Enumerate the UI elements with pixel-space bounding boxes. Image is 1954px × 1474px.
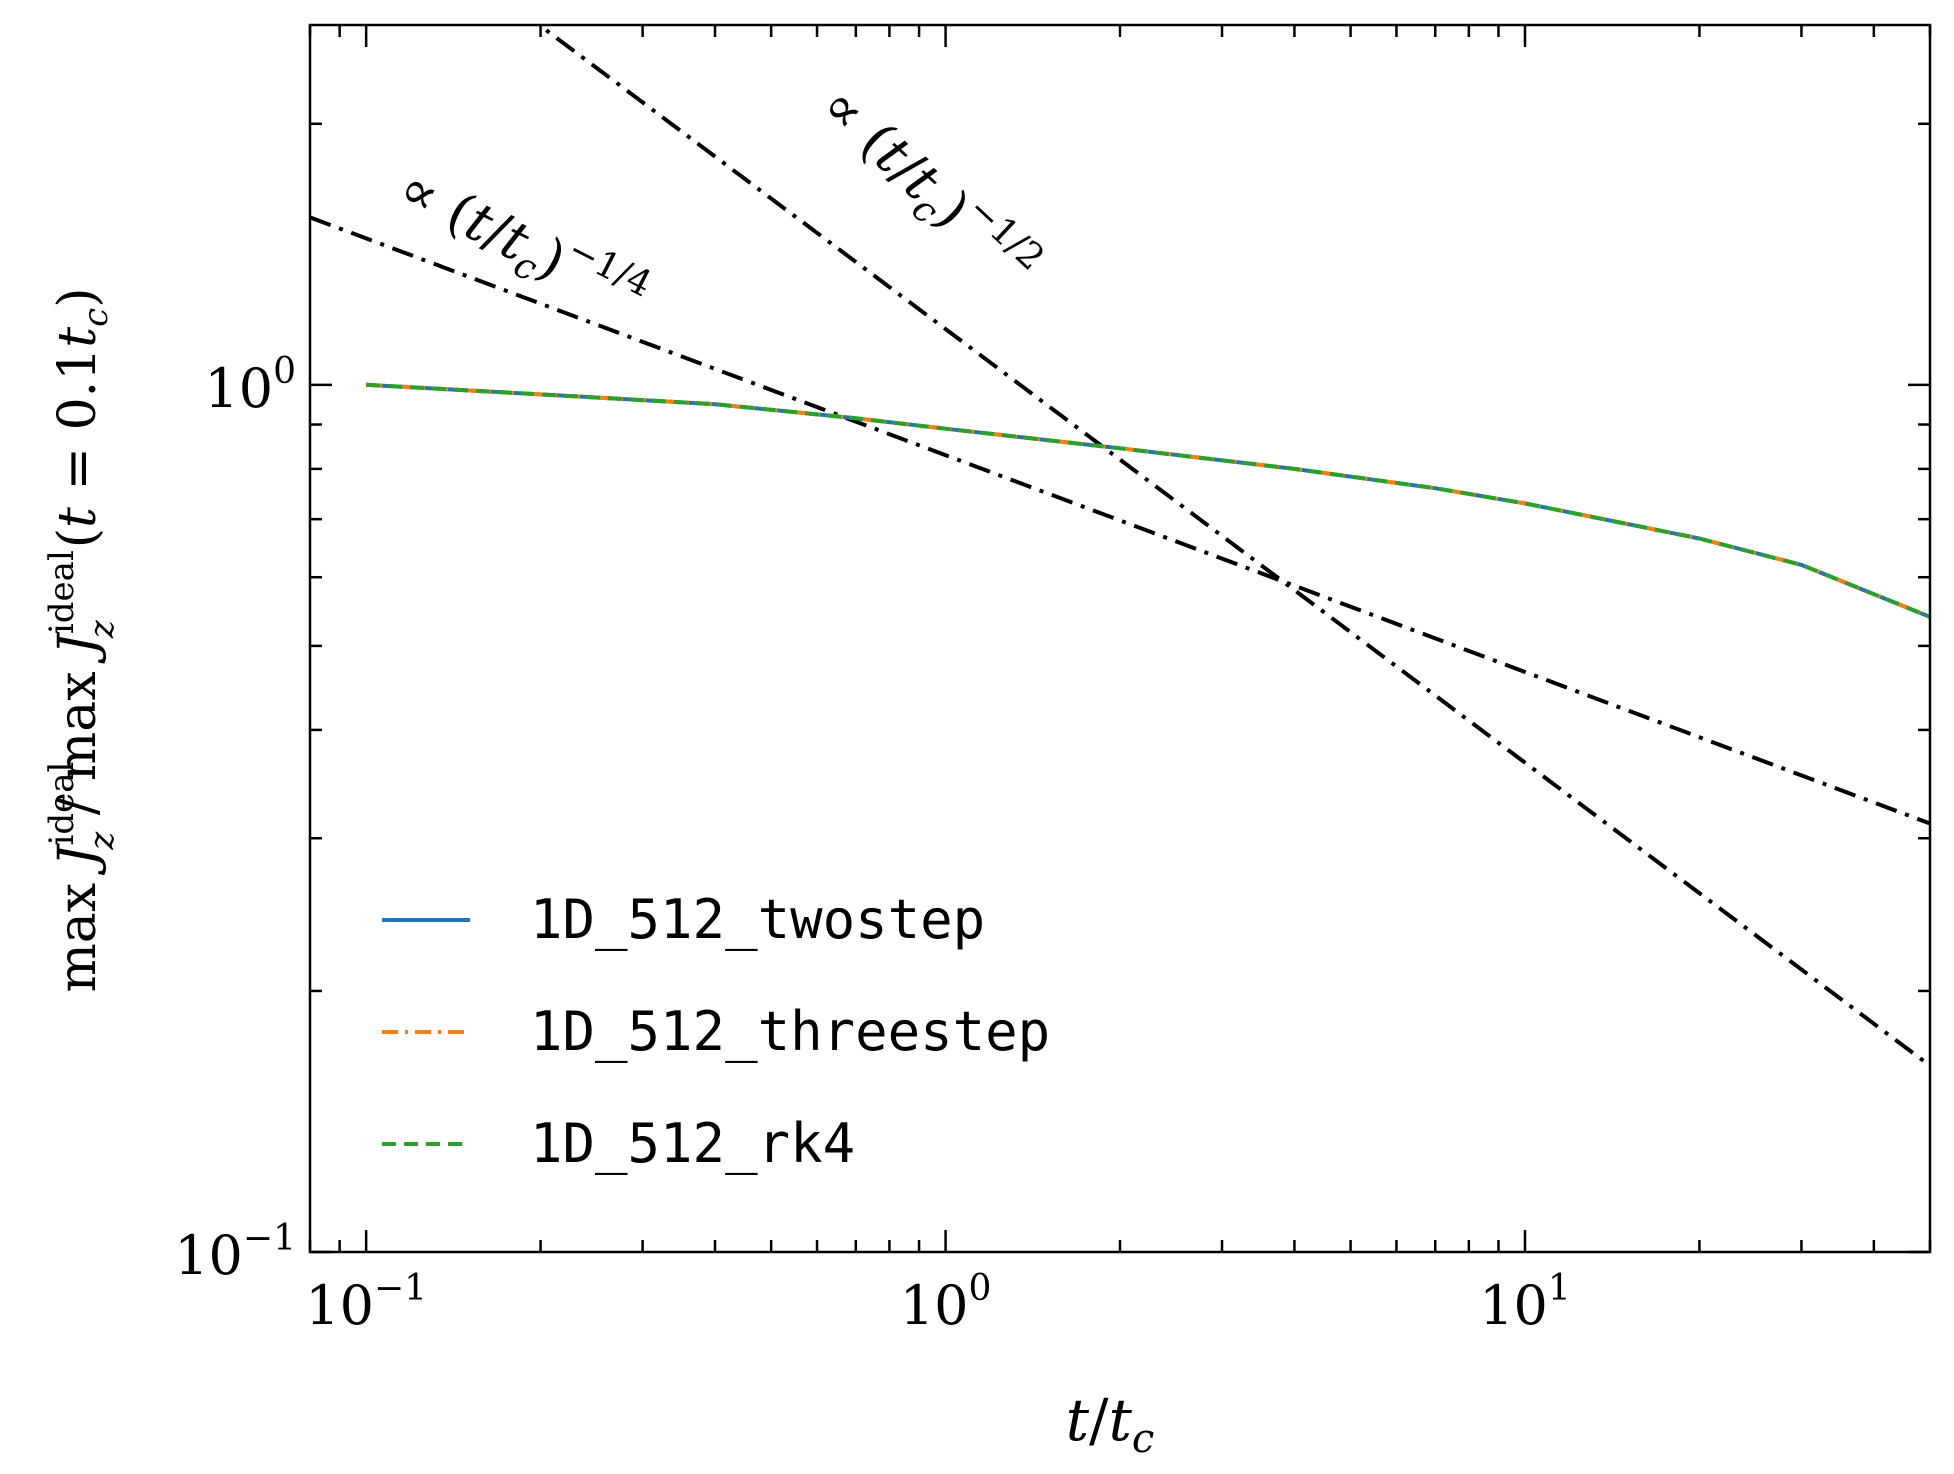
reference-lines (310, 25, 1930, 1068)
legend-label-1: 1D_512_twostep (530, 888, 985, 951)
y-tick-label: 10−1 (174, 1218, 296, 1287)
plot-frame (308, 23, 1932, 1254)
reference-line-1 (310, 215, 1930, 826)
series-lines (366, 382, 1930, 619)
legend: 1D_512_twostep 1D_512_threestep 1D_512_rk4 (382, 888, 1050, 1175)
y-tick-label: 100 (204, 351, 296, 420)
x-tick-label: 100 (900, 1268, 992, 1337)
legend-label-3: 1D_512_rk4 (530, 1112, 855, 1175)
legend-label-2: 1D_512_threestep (530, 1000, 1050, 1063)
series-line-3 (366, 382, 1930, 619)
axis-ticks (308, 25, 1932, 1254)
axis-tick-labels: 10−1 100 101 10−1 100 (174, 351, 1571, 1337)
x-axis-label: t/tc (1066, 1386, 1155, 1462)
x-tick-label: 101 (1479, 1268, 1571, 1337)
reference-line-2 (535, 25, 1930, 1068)
x-tick-label: 10−1 (305, 1268, 427, 1337)
